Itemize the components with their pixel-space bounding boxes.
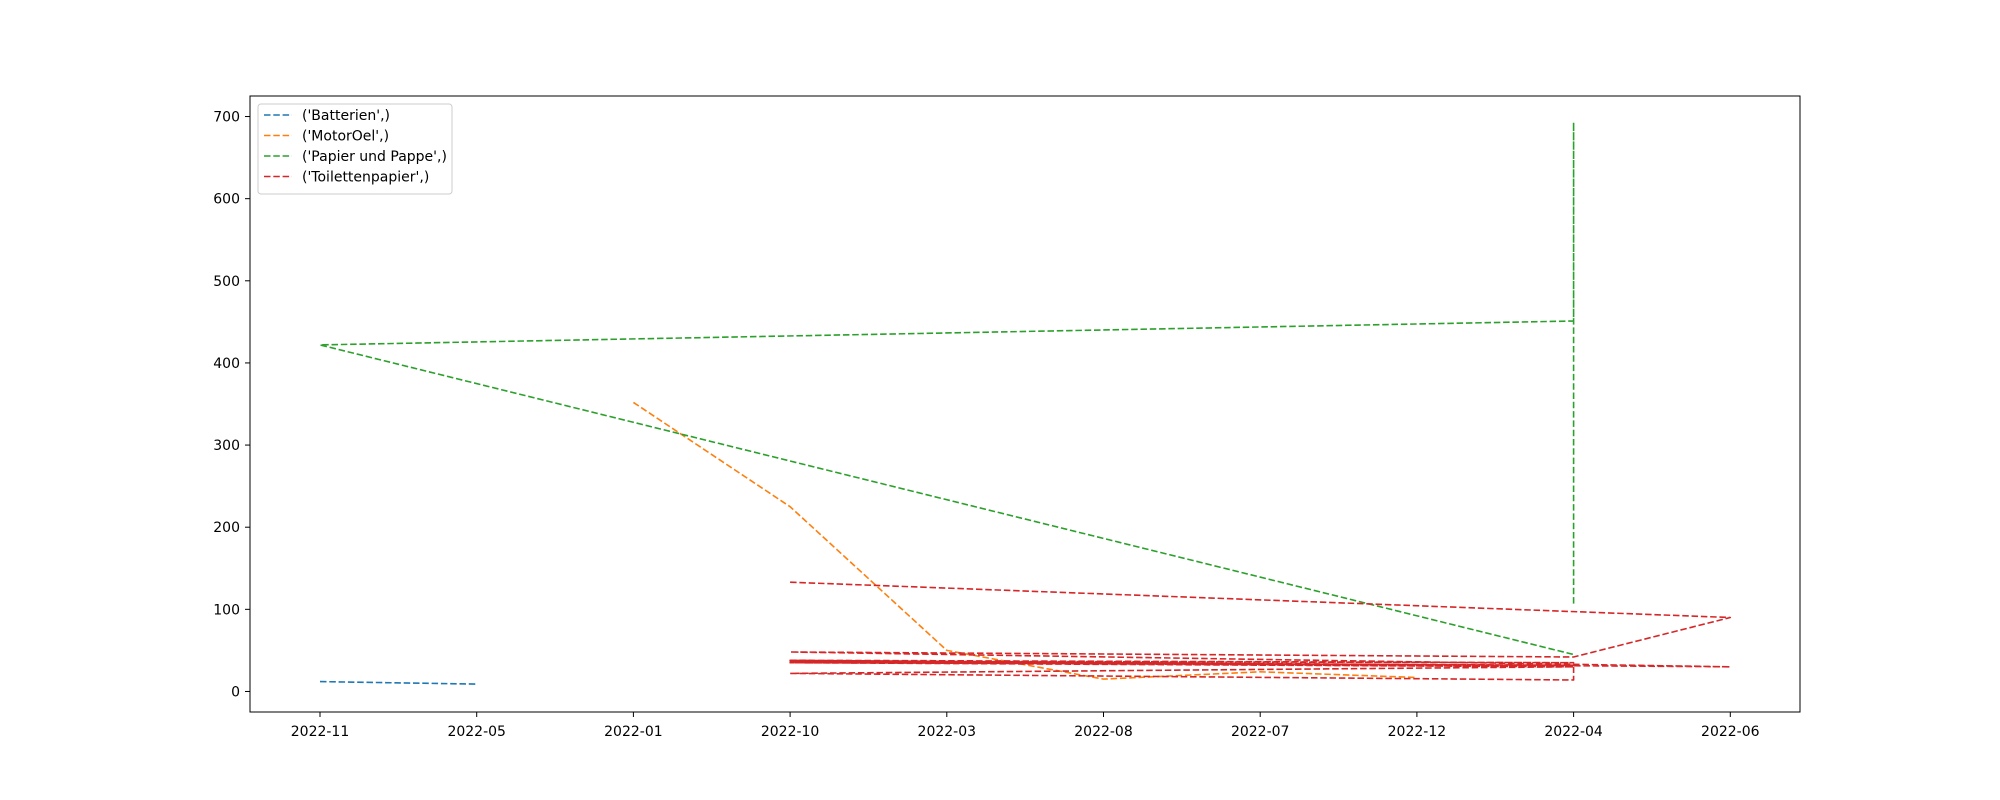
y-axis: 0 100 200 300 400 500 600 700	[213, 110, 250, 700]
series-line-4	[789, 581, 1732, 681]
x-tick-label: 2022-01	[604, 724, 663, 740]
series-line-2	[632, 401, 1417, 680]
y-tick-label: 0	[231, 684, 240, 700]
x-tick-label: 2022-11	[291, 724, 350, 740]
y-tick-label: 400	[213, 356, 240, 372]
y-tick-label: 100	[213, 602, 240, 618]
y-tick-label: 200	[213, 520, 240, 536]
plot-frame	[249, 95, 1801, 713]
series-line-3	[319, 121, 1575, 656]
plot-area	[250, 96, 1800, 712]
legend-label: ('Batterien',)	[302, 108, 390, 124]
x-tick-label: 2022-04	[1544, 724, 1603, 740]
x-tick-label: 2022-10	[761, 724, 820, 740]
y-tick-label: 600	[213, 192, 240, 208]
y-tick-label: 500	[213, 274, 240, 290]
x-axis: 2022-11 2022-05 2022-01 2022-10 2022-03 2022-…	[291, 712, 1760, 740]
legend-label: ('Toilettenpapier',)	[302, 170, 429, 186]
legend-label: ('Papier und Pappe',)	[302, 149, 447, 165]
legend-label: ('MotorOel',)	[302, 129, 389, 145]
y-tick-label: 300	[213, 438, 240, 454]
series-layer	[319, 121, 1732, 685]
legend-box	[257, 103, 453, 195]
series-line-1	[319, 680, 477, 685]
x-tick-label: 2022-12	[1388, 724, 1447, 740]
x-tick-label: 2022-03	[918, 724, 977, 740]
y-tick-label: 700	[213, 110, 240, 126]
legend: ('Batterien',) ('MotorOel',) ('Papier und …	[257, 103, 453, 195]
x-tick-label: 2022-07	[1231, 724, 1290, 740]
x-tick-label: 2022-06	[1701, 724, 1760, 740]
x-tick-label: 2022-08	[1074, 724, 1133, 740]
x-tick-label: 2022-05	[447, 724, 506, 740]
